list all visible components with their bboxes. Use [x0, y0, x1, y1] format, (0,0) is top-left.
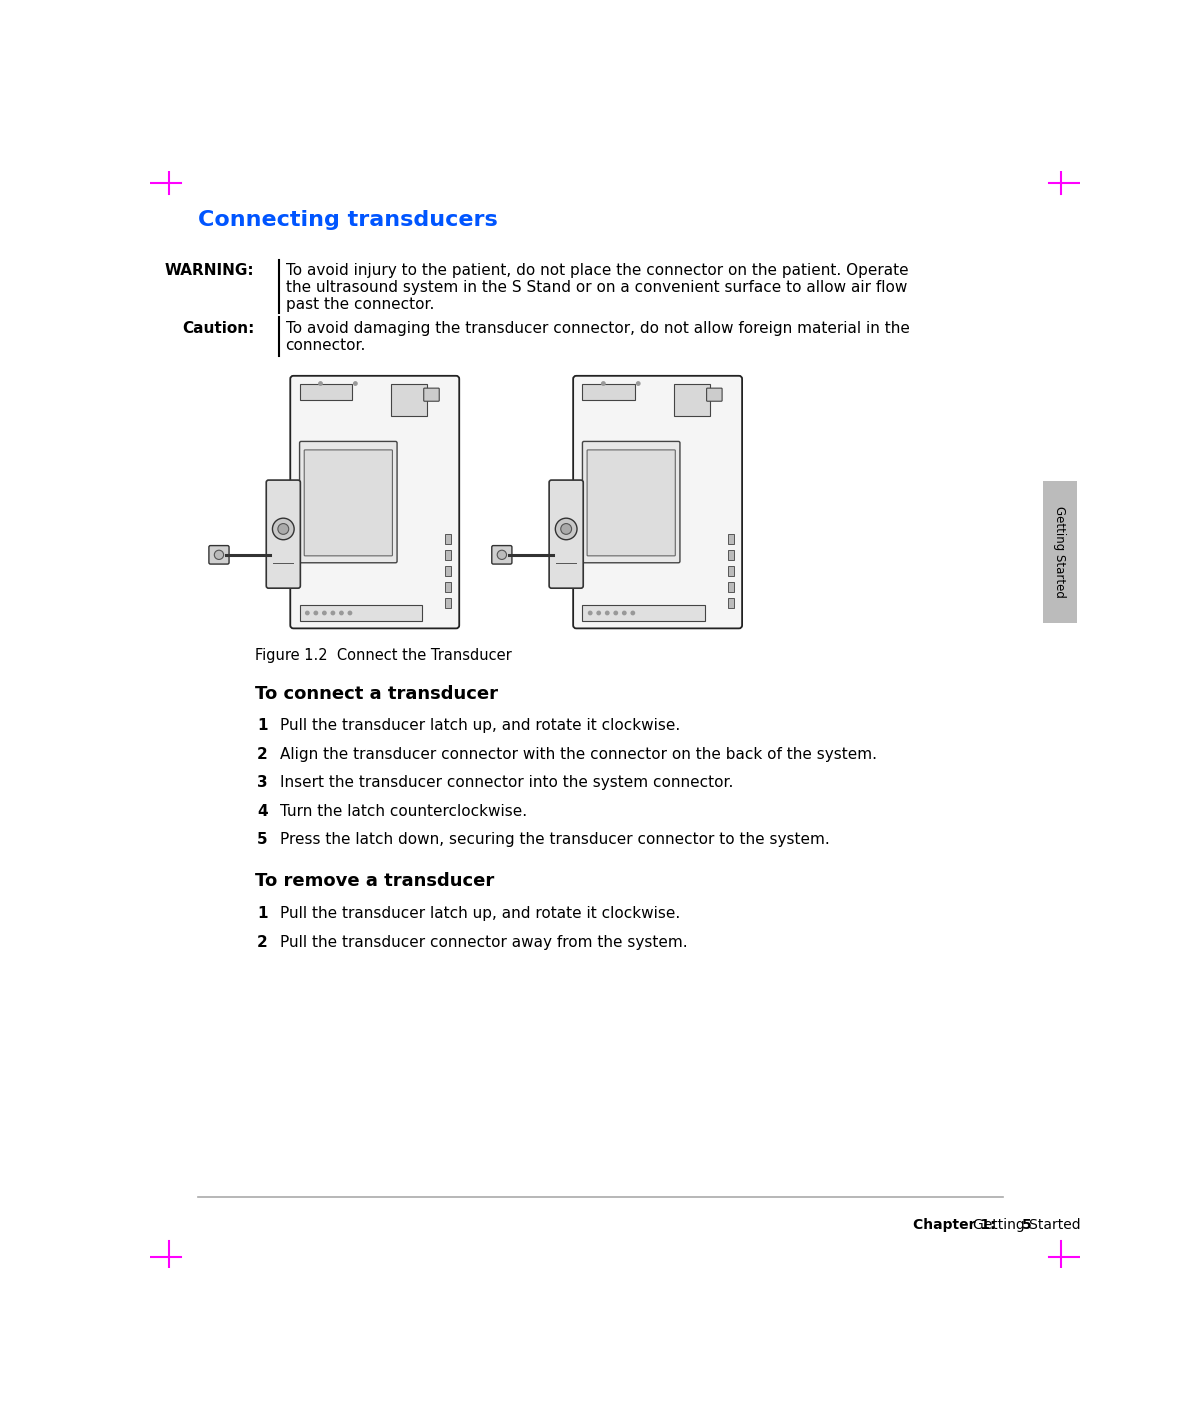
FancyBboxPatch shape — [492, 546, 512, 564]
Bar — [728, 550, 733, 560]
Text: Pull the transducer connector away from the system.: Pull the transducer connector away from … — [281, 935, 688, 950]
Circle shape — [636, 382, 640, 385]
FancyBboxPatch shape — [300, 442, 397, 563]
Circle shape — [319, 382, 323, 385]
FancyBboxPatch shape — [574, 376, 742, 628]
Text: Insert the transducer connector into the system connector.: Insert the transducer connector into the… — [281, 775, 733, 791]
Circle shape — [606, 611, 608, 614]
Text: Turn the latch counterclockwise.: Turn the latch counterclockwise. — [281, 804, 527, 819]
Circle shape — [323, 611, 326, 614]
Circle shape — [588, 611, 592, 614]
FancyBboxPatch shape — [550, 480, 583, 589]
Text: Chapter 1:: Chapter 1: — [913, 1218, 996, 1233]
FancyBboxPatch shape — [305, 450, 392, 556]
Bar — [582, 604, 704, 621]
Text: Caution:: Caution: — [182, 321, 254, 336]
Text: 3: 3 — [257, 775, 268, 791]
Text: WARNING:: WARNING: — [166, 264, 254, 278]
Bar — [300, 604, 421, 621]
Circle shape — [331, 611, 335, 614]
Text: 2: 2 — [257, 747, 268, 762]
Text: Getting Started: Getting Started — [973, 1218, 1081, 1233]
FancyBboxPatch shape — [266, 480, 300, 589]
Text: Connecting transducers: Connecting transducers — [198, 209, 498, 229]
Bar — [445, 583, 451, 593]
Text: Figure 1.2  Connect the Transducer: Figure 1.2 Connect the Transducer — [254, 648, 511, 664]
Bar — [728, 583, 733, 593]
Bar — [728, 598, 733, 608]
Text: To connect a transducer: To connect a transducer — [254, 684, 498, 703]
Text: To avoid damaging the transducer connector, do not allow foreign material in the: To avoid damaging the transducer connect… — [286, 321, 910, 336]
Text: past the connector.: past the connector. — [286, 298, 434, 312]
Text: Align the transducer connector with the connector on the back of the system.: Align the transducer connector with the … — [281, 747, 877, 762]
Text: To avoid injury to the patient, do not place the connector on the patient. Opera: To avoid injury to the patient, do not p… — [286, 264, 908, 278]
Bar — [445, 598, 451, 608]
FancyBboxPatch shape — [209, 546, 229, 564]
Bar — [728, 534, 733, 544]
Text: the ultrasound system in the S Stand or on a convenient surface to allow air flo: the ultrasound system in the S Stand or … — [286, 281, 907, 295]
FancyBboxPatch shape — [290, 376, 460, 628]
Circle shape — [614, 611, 618, 614]
Bar — [1043, 480, 1076, 623]
FancyBboxPatch shape — [587, 450, 676, 556]
Bar — [391, 383, 427, 416]
Circle shape — [314, 611, 318, 614]
Bar — [674, 383, 709, 416]
Circle shape — [631, 611, 635, 614]
Bar — [582, 383, 635, 400]
Bar — [445, 566, 451, 576]
FancyBboxPatch shape — [424, 388, 439, 402]
Circle shape — [598, 611, 600, 614]
Circle shape — [497, 550, 506, 560]
Circle shape — [601, 382, 605, 385]
Text: 1: 1 — [257, 718, 268, 734]
Circle shape — [556, 519, 577, 540]
Text: 5: 5 — [1022, 1218, 1032, 1233]
Text: To remove a transducer: To remove a transducer — [254, 872, 494, 891]
Text: 5: 5 — [257, 832, 268, 848]
Circle shape — [340, 611, 343, 614]
Bar — [445, 550, 451, 560]
Circle shape — [306, 611, 310, 614]
Text: 4: 4 — [257, 804, 268, 819]
FancyBboxPatch shape — [707, 388, 722, 402]
Circle shape — [278, 523, 289, 534]
Circle shape — [348, 611, 352, 614]
Text: Pull the transducer latch up, and rotate it clockwise.: Pull the transducer latch up, and rotate… — [281, 906, 680, 922]
Circle shape — [354, 382, 358, 385]
Text: Pull the transducer latch up, and rotate it clockwise.: Pull the transducer latch up, and rotate… — [281, 718, 680, 734]
Bar — [300, 383, 352, 400]
Text: 2: 2 — [257, 935, 268, 950]
Text: Press the latch down, securing the transducer connector to the system.: Press the latch down, securing the trans… — [281, 832, 830, 848]
Circle shape — [272, 519, 294, 540]
Circle shape — [560, 523, 571, 534]
Bar — [728, 566, 733, 576]
Text: connector.: connector. — [286, 338, 366, 353]
Bar — [445, 534, 451, 544]
Text: 1: 1 — [257, 906, 268, 922]
Text: Getting Started: Getting Started — [1054, 506, 1067, 598]
FancyBboxPatch shape — [582, 442, 680, 563]
Circle shape — [215, 550, 223, 560]
Circle shape — [623, 611, 626, 614]
